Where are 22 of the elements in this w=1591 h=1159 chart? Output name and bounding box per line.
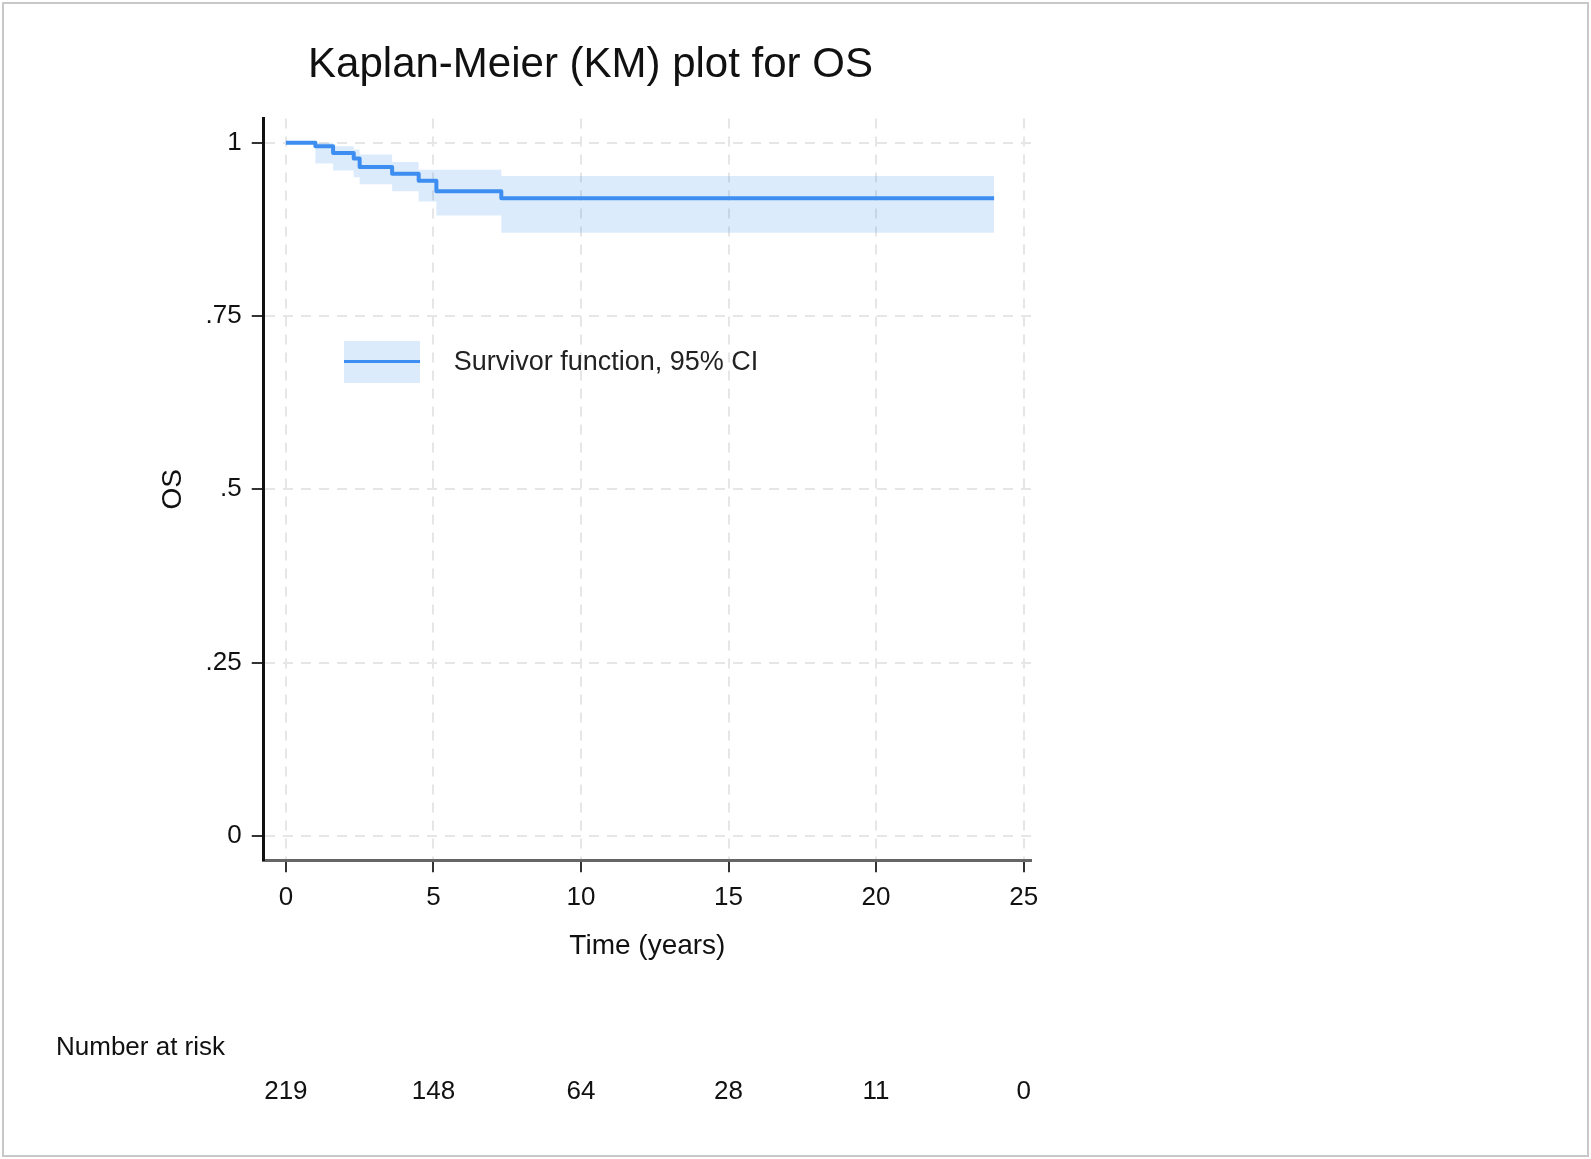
text: 28 [714,1075,743,1106]
text: 148 [411,1075,456,1106]
y-tick-label: .25 [205,645,242,676]
legend-label: Survivor function, 95% CI [453,346,759,378]
text: 11 [862,1075,890,1106]
x-tick-label: 0 [278,880,294,911]
y-tick-label: 0 [227,819,242,850]
x-tick-label: 20 [861,880,891,911]
x-tick-label: 25 [1009,880,1039,911]
text: Number at risk [56,1031,227,1062]
text: 64 [566,1075,596,1106]
y-tick-label: .5 [220,472,242,503]
y-tick-label: 1 [227,125,242,156]
chart-title: Kaplan-Meier (KM) plot for OS [308,38,873,86]
text: 219 [264,1075,308,1106]
text: 0 [1016,1075,1031,1106]
y-axis-title: OS [155,469,187,510]
x-tick-label: 5 [426,880,441,911]
x-axis-title: Time (years) [569,928,726,960]
x-tick-label: 15 [714,880,743,911]
y-tick-label: .75 [205,299,242,330]
x-tick-label: 10 [566,880,596,911]
